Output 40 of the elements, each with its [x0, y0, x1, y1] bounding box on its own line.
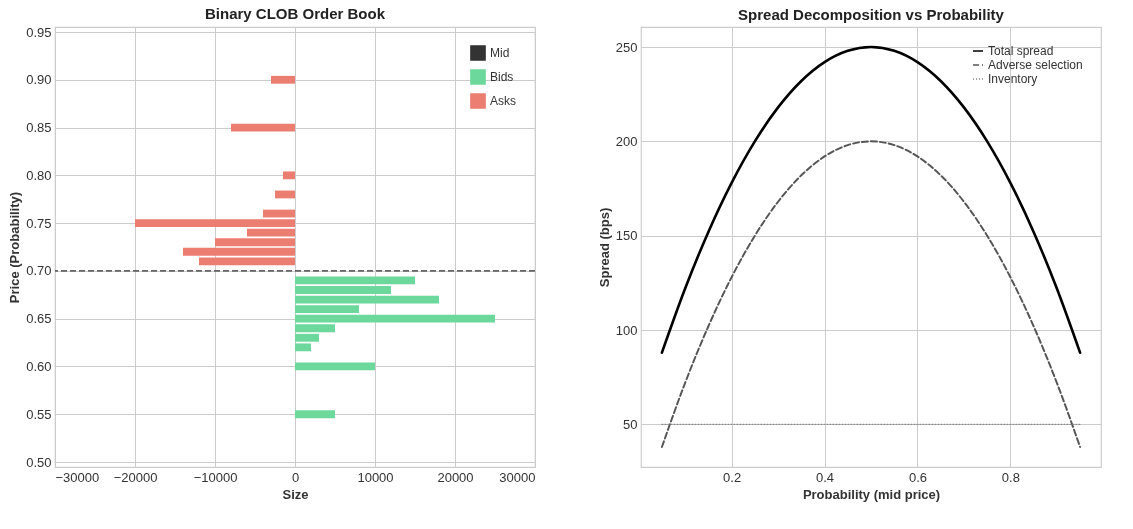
x-tick-label: −30000 — [55, 469, 100, 485]
x-tick-label: 0.2 — [723, 469, 742, 485]
y-tick-label: 0.85 — [26, 120, 52, 136]
chart-title: Binary CLOB Order Book — [204, 5, 386, 22]
x-tick-label: 20000 — [437, 469, 474, 485]
legend-label: Total spread — [988, 44, 1054, 58]
line-series — [660, 45, 1082, 354]
x-tick-label: 10000 — [357, 469, 394, 485]
x-axis-title: Size — [282, 486, 309, 502]
y-tick-label: 100 — [615, 322, 638, 338]
legend-label: Mid — [490, 46, 510, 60]
y-tick-label: 0.95 — [26, 24, 52, 40]
y-tick-label: 50 — [623, 416, 638, 432]
y-tick-label: 150 — [615, 228, 638, 244]
x-tick-label: 0.6 — [908, 469, 927, 485]
y-axis-title: Spread (bps) — [596, 207, 612, 288]
chart-title: Spread Decomposition vs Probability — [738, 6, 1005, 23]
legend-label: Inventory — [988, 72, 1038, 86]
x-tick-label: 0.8 — [1001, 469, 1020, 485]
y-tick-label: 0.75 — [26, 215, 52, 231]
y-tick-label: 0.70 — [26, 263, 52, 279]
y-tick-label: 250 — [615, 39, 638, 55]
y-tick-label: 0.50 — [26, 454, 52, 470]
x-tick-label: −10000 — [193, 469, 238, 485]
x-tick-label: −20000 — [113, 469, 158, 485]
y-tick-label: 0.55 — [26, 406, 52, 422]
x-tick-label: 0 — [291, 469, 300, 485]
y-tick-label: 200 — [615, 133, 638, 149]
line-series — [660, 140, 1082, 448]
legend-label: Bids — [490, 70, 514, 84]
legend-label: Adverse selection — [988, 58, 1083, 72]
x-axis-title: Probability (mid price) — [802, 486, 941, 502]
x-tick-label: 0.4 — [816, 469, 835, 485]
y-tick-label: 0.80 — [26, 167, 52, 183]
y-axis-title: Price (Probability) — [7, 191, 23, 304]
x-tick-label: 30000 — [499, 469, 536, 485]
y-tick-label: 0.65 — [26, 311, 52, 327]
y-tick-label: 0.60 — [26, 358, 52, 374]
legend-label: Asks — [490, 94, 517, 108]
y-tick-label: 0.90 — [26, 72, 52, 88]
